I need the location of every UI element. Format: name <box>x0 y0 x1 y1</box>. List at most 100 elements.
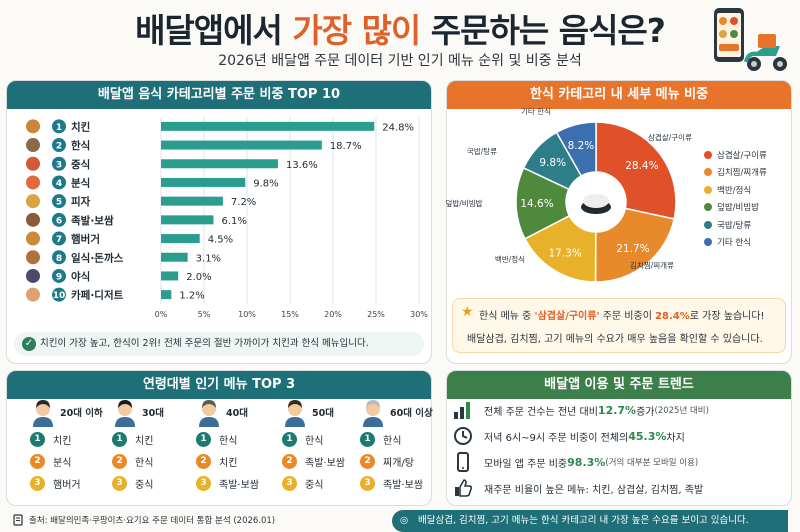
person-avatar-icon <box>285 400 305 427</box>
category-label: 피자 <box>71 195 91 208</box>
value-label: 2.0% <box>186 272 211 283</box>
rank-badge: 3 <box>112 475 127 491</box>
age-group: 40대 1 한식 2 치킨 3 족발·보쌈 <box>196 396 278 494</box>
legend-label: 국밥/탕류 <box>717 220 752 231</box>
rank-badge <box>52 175 66 190</box>
age-group: 30대 1 치킨 2 한식 3 중식 <box>112 396 194 494</box>
slice-value-label: 9.8% <box>539 157 566 169</box>
age-group: 60대 이상 1 한식 2 찌개/탕 3 족발·보쌈 <box>360 396 442 494</box>
note-highlight-menu: '삼겹살/구이류' <box>534 311 600 322</box>
trend-text-pre: 전체 주문 건수는 전년 대비 <box>484 406 598 418</box>
source-text: 출처: 배달의민족·쿠팡이츠·요기요 주문 데이터 통합 분석 (2026.01… <box>29 516 276 526</box>
pie-slice <box>595 121 677 220</box>
age-menu-label: 족발·보쌈 <box>219 479 259 491</box>
rank-badge <box>52 119 66 134</box>
age-menu-item: 2 분식 <box>30 450 112 472</box>
age-menu-label: 족발·보쌈 <box>383 479 423 491</box>
rank-number: 2 <box>56 142 62 152</box>
age-menu-item: 2 한식 <box>112 450 194 472</box>
rank-number: 10 <box>53 291 66 301</box>
legend-item: 백반/정식 <box>704 181 767 199</box>
legend-label: 기타 한식 <box>717 238 751 249</box>
slice-name-label: 덮밥/비빔밥 <box>446 198 483 208</box>
slice-value-label: 8.2% <box>568 140 595 152</box>
pie-note-line2: 배달삼겹, 김치찜, 고기 메뉴의 수요가 매우 높음을 확인할 수 있습니다. <box>467 334 763 345</box>
rank-badge <box>52 212 66 227</box>
title-highlight: 가장 많이 <box>292 11 421 50</box>
person-avatar-icon <box>199 400 219 427</box>
trend-text-hl: 98.3% <box>567 455 606 469</box>
legend-item: 덮밥/비빔밥 <box>704 199 767 217</box>
bar <box>161 290 172 300</box>
rank-badge: 1 <box>30 431 45 447</box>
bar <box>161 177 246 187</box>
age-menu-item: 2 치킨 <box>196 450 278 472</box>
legend-label: 덮밥/비빔밥 <box>717 203 759 214</box>
age-panel-heading: 연령대별 인기 메뉴 TOP 3 <box>7 371 431 399</box>
value-label: 18.7% <box>330 141 362 152</box>
rank-number: 1 <box>56 123 62 133</box>
value-label: 7.2% <box>231 197 256 208</box>
rank-badge: 3 <box>30 475 45 491</box>
trend-row: 저녁 6시~9시 주문 비중이 전체의 45.3% 차지 <box>452 424 788 448</box>
age-menu-item: 1 치킨 <box>112 428 194 450</box>
age-group-label: 50대 <box>312 408 334 419</box>
age-menu-item: 1 한식 <box>196 428 278 450</box>
value-label: 4.5% <box>208 235 233 246</box>
age-menu-label: 한식 <box>383 435 402 447</box>
x-tick-label: 10% <box>238 310 256 319</box>
source-note: 출처: 배달의민족·쿠팡이츠·요기요 주문 데이터 통합 분석 (2026.01… <box>12 514 275 526</box>
x-tick-label: 20% <box>324 310 342 319</box>
trend-text-note: (2025년 대비) <box>654 406 709 416</box>
category-label: 햄버거 <box>71 233 100 246</box>
rank-badge: 2 <box>112 453 127 469</box>
rank-badge <box>52 138 66 153</box>
rank-badge: 3 <box>360 475 375 491</box>
legend-swatch <box>704 220 712 229</box>
rank-badge <box>52 287 66 302</box>
rank-badge: 1 <box>282 431 297 447</box>
trend-panel: 배달앱 이용 및 주문 트렌드 <box>446 370 792 506</box>
category-label: 야식 <box>71 270 90 283</box>
age-group-header: 20대 이하 <box>30 396 112 428</box>
value-label: 1.2% <box>179 291 204 302</box>
title-part: 주문하는 음식은? <box>420 11 666 50</box>
x-tick-label: 30% <box>410 310 428 319</box>
rank-badge: 3 <box>196 475 211 491</box>
age-group-header: 40대 <box>196 396 278 428</box>
age-group-label: 30대 <box>142 408 164 419</box>
food-icon <box>26 231 40 246</box>
title-part: 배달앱에서 <box>135 11 293 50</box>
rank-number: 6 <box>56 216 62 226</box>
rank-badge: 1 <box>360 431 375 447</box>
rice-icon <box>583 194 609 208</box>
category-label: 족발·보쌈 <box>71 214 114 227</box>
slice-name-label: 국밥/탕류 <box>467 146 497 156</box>
rank-number: 7 <box>56 235 62 245</box>
person-avatar-icon <box>33 400 53 427</box>
pie-slice <box>594 207 676 283</box>
food-icon <box>26 194 40 209</box>
age-menu-label: 찌개/탕 <box>383 457 414 469</box>
value-label: 24.8% <box>382 122 414 133</box>
legend-swatch <box>704 203 712 212</box>
age-menu-item: 3 족발·보쌈 <box>360 472 442 494</box>
trend-text-hl: 45.3% <box>628 429 667 443</box>
delivery-scooter-phone-icon <box>714 8 787 71</box>
age-menu-label: 한식 <box>305 435 324 447</box>
legend-swatch <box>704 238 712 247</box>
legend-swatch <box>704 150 712 159</box>
legend-label: 김치찜/찌개류 <box>717 168 767 179</box>
rank-badge <box>52 156 66 171</box>
rank-badge: 2 <box>196 453 211 469</box>
x-tick-label: 25% <box>367 310 385 319</box>
legend-swatch <box>704 168 712 177</box>
legend-label: 삼겹살/구이류 <box>717 150 767 161</box>
age-group-header: 60대 이상 <box>360 396 442 428</box>
rank-badge: 2 <box>360 453 375 469</box>
page-title: 배달앱에서 가장 많이 주문하는 음식은? <box>0 4 800 52</box>
legend-label: 백반/정식 <box>717 185 752 196</box>
pie-panel-heading: 한식 카테고리 내 세부 메뉴 비중 <box>447 81 791 109</box>
rank-badge <box>52 231 66 246</box>
target-icon: ◎ <box>400 515 409 526</box>
